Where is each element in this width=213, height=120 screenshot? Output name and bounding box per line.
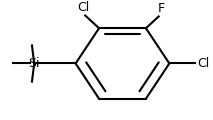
Text: F: F bbox=[157, 2, 164, 15]
Text: Cl: Cl bbox=[197, 57, 209, 70]
Text: Cl: Cl bbox=[77, 1, 89, 14]
Text: Si: Si bbox=[28, 57, 40, 70]
